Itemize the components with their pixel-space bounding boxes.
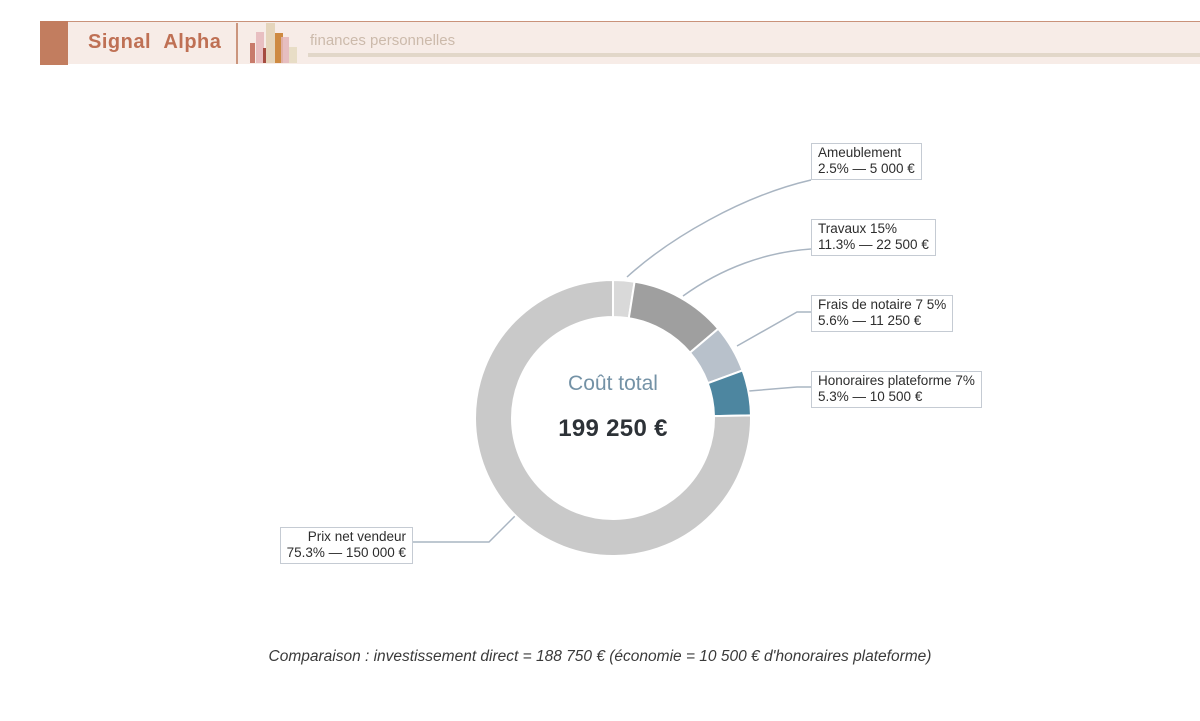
donut-center-title: Coût total xyxy=(568,372,658,395)
label-title: Frais de notaire 7 5% xyxy=(818,297,947,312)
bar-chart-icon xyxy=(250,22,298,63)
label-value: 5.6% — 11 250 € xyxy=(818,313,922,329)
label-box-prix-net: Prix net vendeur 75.3% — 150 000 € xyxy=(279,527,413,564)
donut-center-value: 199 250 € xyxy=(558,415,668,442)
brand-logo-square xyxy=(40,21,68,65)
label-title: Honoraires plateforme 7% xyxy=(818,373,975,388)
comparison-footnote: Comparaison : investissement direct = 18… xyxy=(268,648,932,665)
label-value: 5.3% — 10 500 € xyxy=(818,389,923,405)
donut-slices xyxy=(474,278,752,557)
label-value: 2.5% — 5 000 € xyxy=(818,161,915,177)
label-box-frais-notaire: Frais de notaire 7 5% 5.6% — 11 250 € xyxy=(811,295,954,332)
callout-line-honoraires xyxy=(748,386,811,392)
label-value: 75.3% — 150 000 € xyxy=(286,545,406,561)
header-bar: Signal Alpha finances personnelles xyxy=(40,21,1200,65)
label-box-ameublement: Ameublement 2.5% — 5 000 € xyxy=(811,143,922,180)
label-value: 11.3% — 22 500 € xyxy=(818,237,929,253)
page-subtitle: finances personnelles xyxy=(310,32,456,49)
callout-line-ameublement xyxy=(626,179,812,278)
callout-line-travaux xyxy=(682,248,812,297)
label-title: Travaux 15% xyxy=(818,221,898,236)
callout-line-prix-net xyxy=(413,513,518,543)
subtitle-underline xyxy=(308,53,1200,57)
label-title: Ameublement xyxy=(818,145,902,160)
callout-line-frais-notaire xyxy=(736,311,811,347)
donut-slice-prix-net-vendeur[interactable] xyxy=(474,278,752,557)
header-divider xyxy=(236,23,238,64)
label-box-travaux: Travaux 15% 11.3% — 22 500 € xyxy=(811,219,936,256)
label-title: Prix net vendeur xyxy=(307,529,406,544)
label-box-honoraires: Honoraires plateforme 7% 5.3% — 10 500 € xyxy=(811,371,982,408)
brand-title: Signal Alpha xyxy=(88,31,222,53)
